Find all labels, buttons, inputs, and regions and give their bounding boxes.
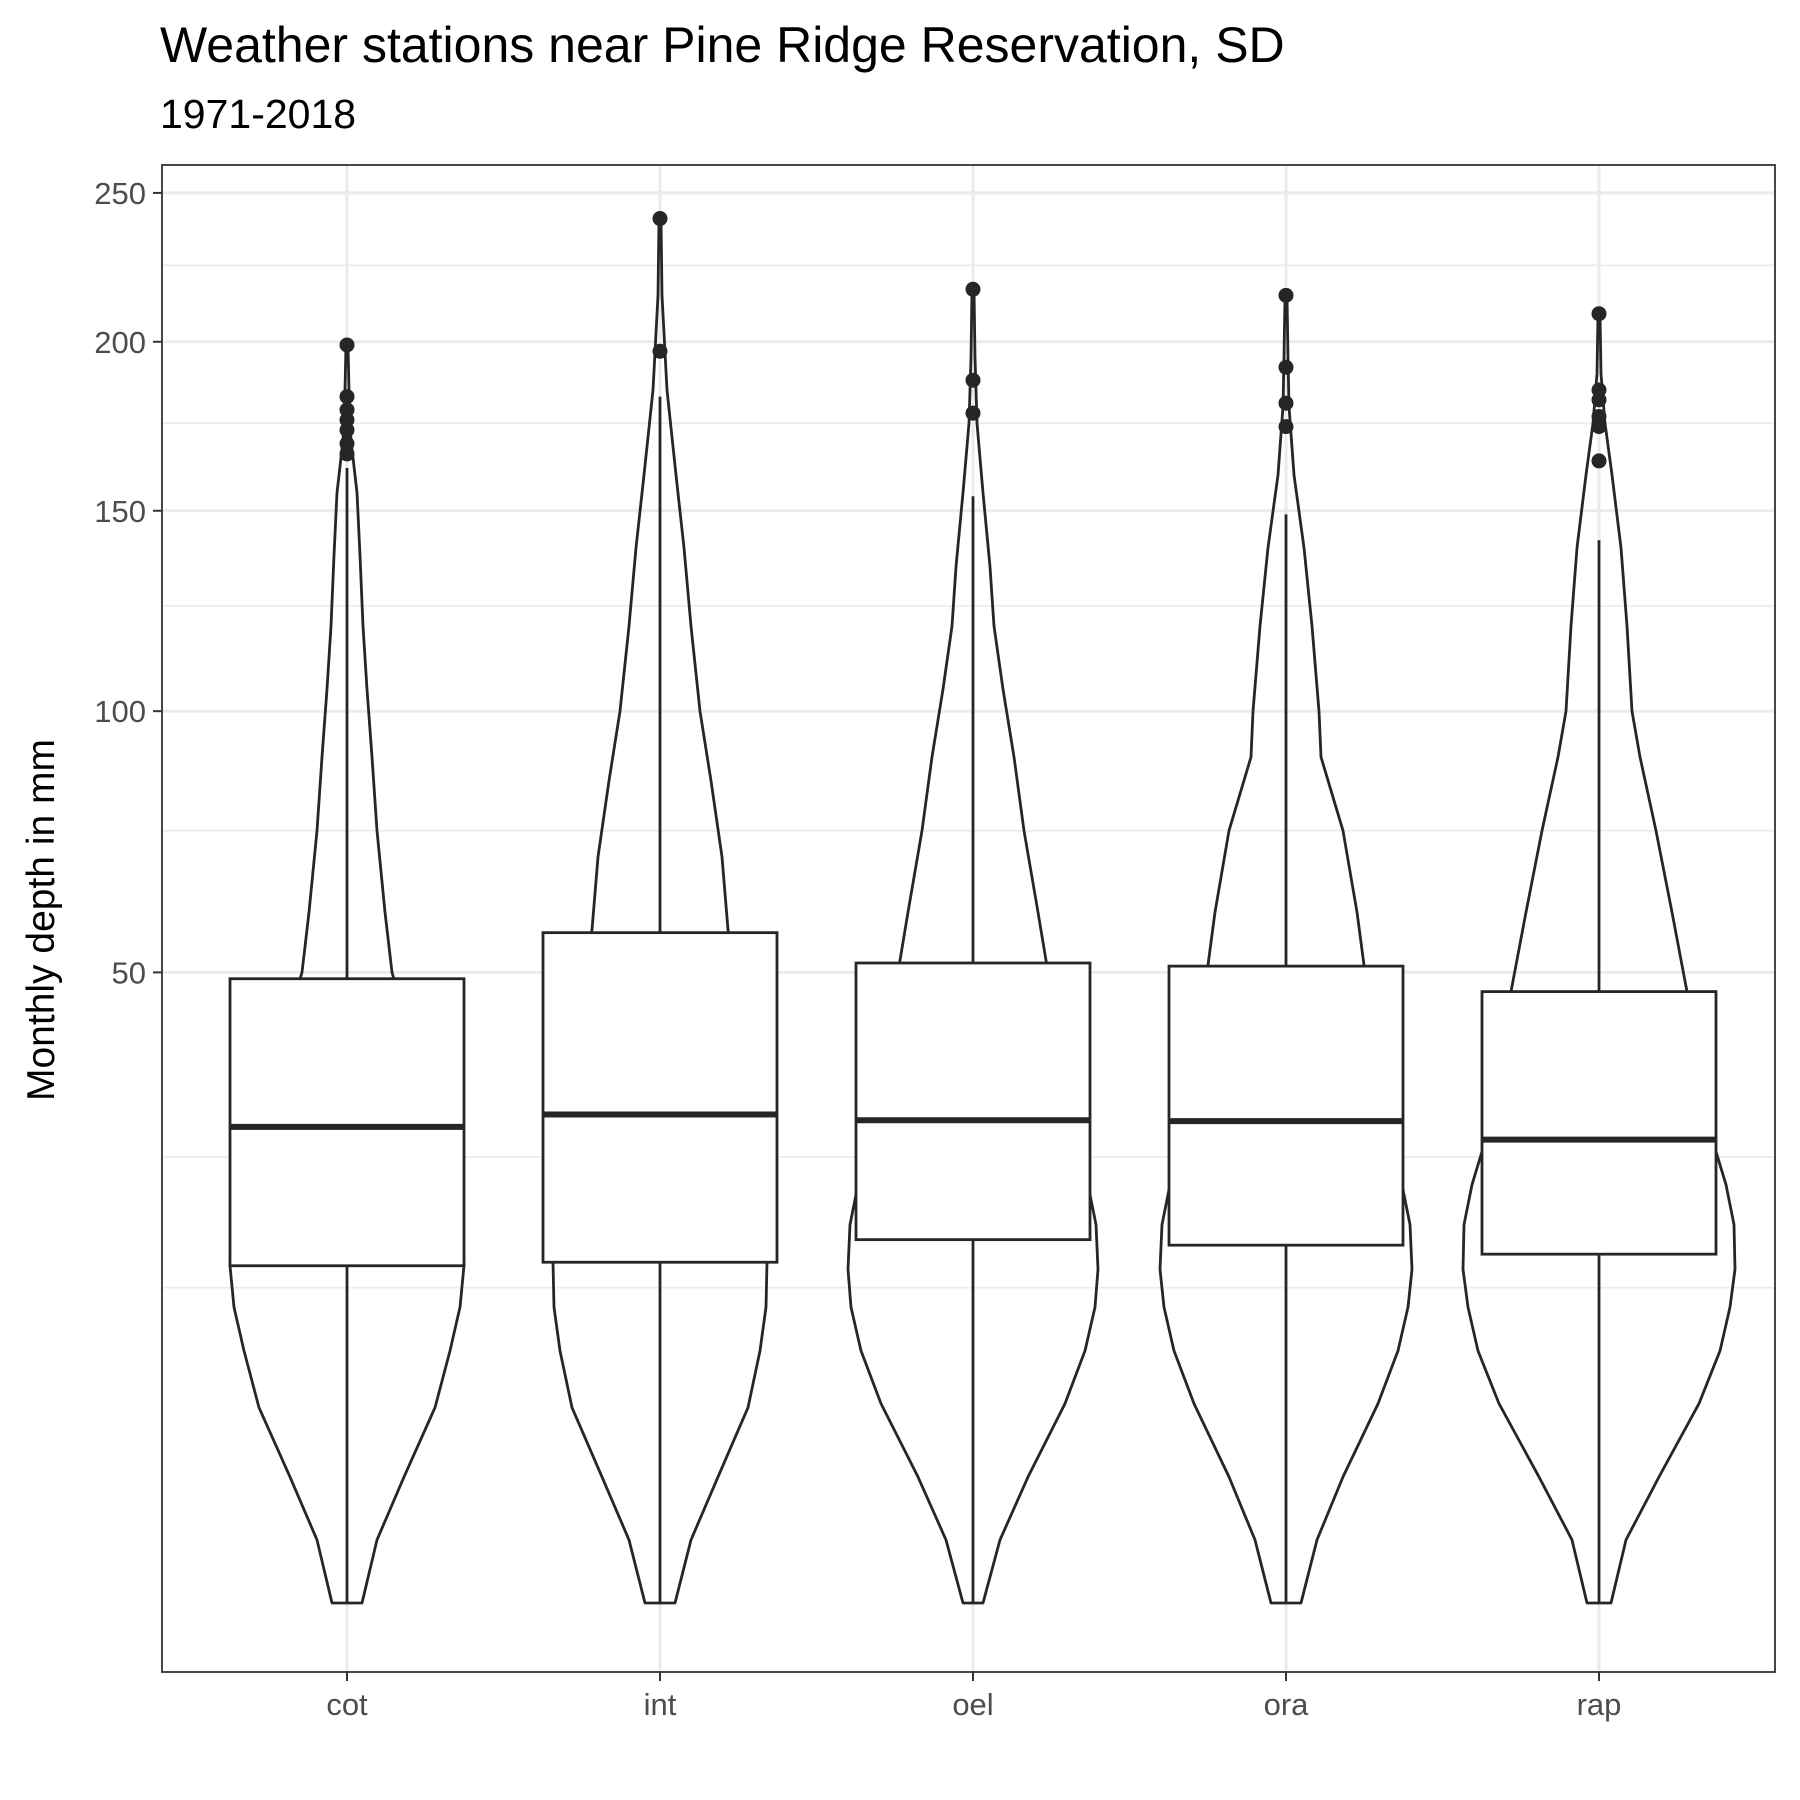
outlier-point-int	[652, 211, 668, 227]
outlier-point-rap	[1591, 306, 1607, 322]
chart-subtitle: 1971-2018	[160, 91, 356, 137]
box-ora	[1167, 964, 1405, 1247]
outlier-point-oel	[965, 405, 981, 421]
x-tick-label-rap: rap	[1577, 1687, 1622, 1722]
x-tick-label-oel: oel	[952, 1687, 993, 1722]
box-cot	[228, 977, 466, 1268]
outlier-point-int	[652, 343, 668, 359]
y-axis-label: Monthly depth in mm	[20, 739, 63, 1101]
outlier-point-ora	[1278, 359, 1294, 375]
panel-border	[161, 164, 1776, 1673]
outlier-point-rap	[1591, 392, 1607, 408]
chart-title: Weather stations near Pine Ridge Reserva…	[160, 17, 1285, 73]
outlier-point-cot	[339, 422, 355, 438]
x-tick-label-ora: ora	[1264, 1687, 1310, 1722]
box-oel	[854, 961, 1092, 1242]
outlier-point-ora	[1278, 395, 1294, 411]
x-tick-label-cot: cot	[326, 1687, 368, 1722]
y-tick-label: 200	[94, 325, 146, 360]
outlier-point-oel	[965, 372, 981, 388]
outlier-point-cot	[339, 436, 355, 452]
outlier-point-cot	[339, 446, 355, 462]
box-rap	[1480, 990, 1718, 1256]
outlier-point-rap	[1591, 419, 1607, 435]
y-tick-label: 100	[94, 694, 146, 729]
y-tick-label: 150	[94, 494, 146, 529]
outlier-point-ora	[1278, 287, 1294, 303]
outlier-point-rap	[1591, 453, 1607, 469]
box-int	[541, 931, 779, 1264]
outlier-point-ora	[1278, 419, 1294, 435]
outlier-point-oel	[965, 281, 981, 297]
outlier-point-cot	[339, 389, 355, 405]
plot-panel: 50 100 150 200 250 cot int oel ora rap	[94, 164, 1776, 1722]
y-tick-label: 250	[94, 176, 146, 211]
outlier-point-cot	[339, 337, 355, 353]
y-tick-label: 50	[112, 955, 146, 990]
x-tick-label-int: int	[644, 1687, 677, 1722]
